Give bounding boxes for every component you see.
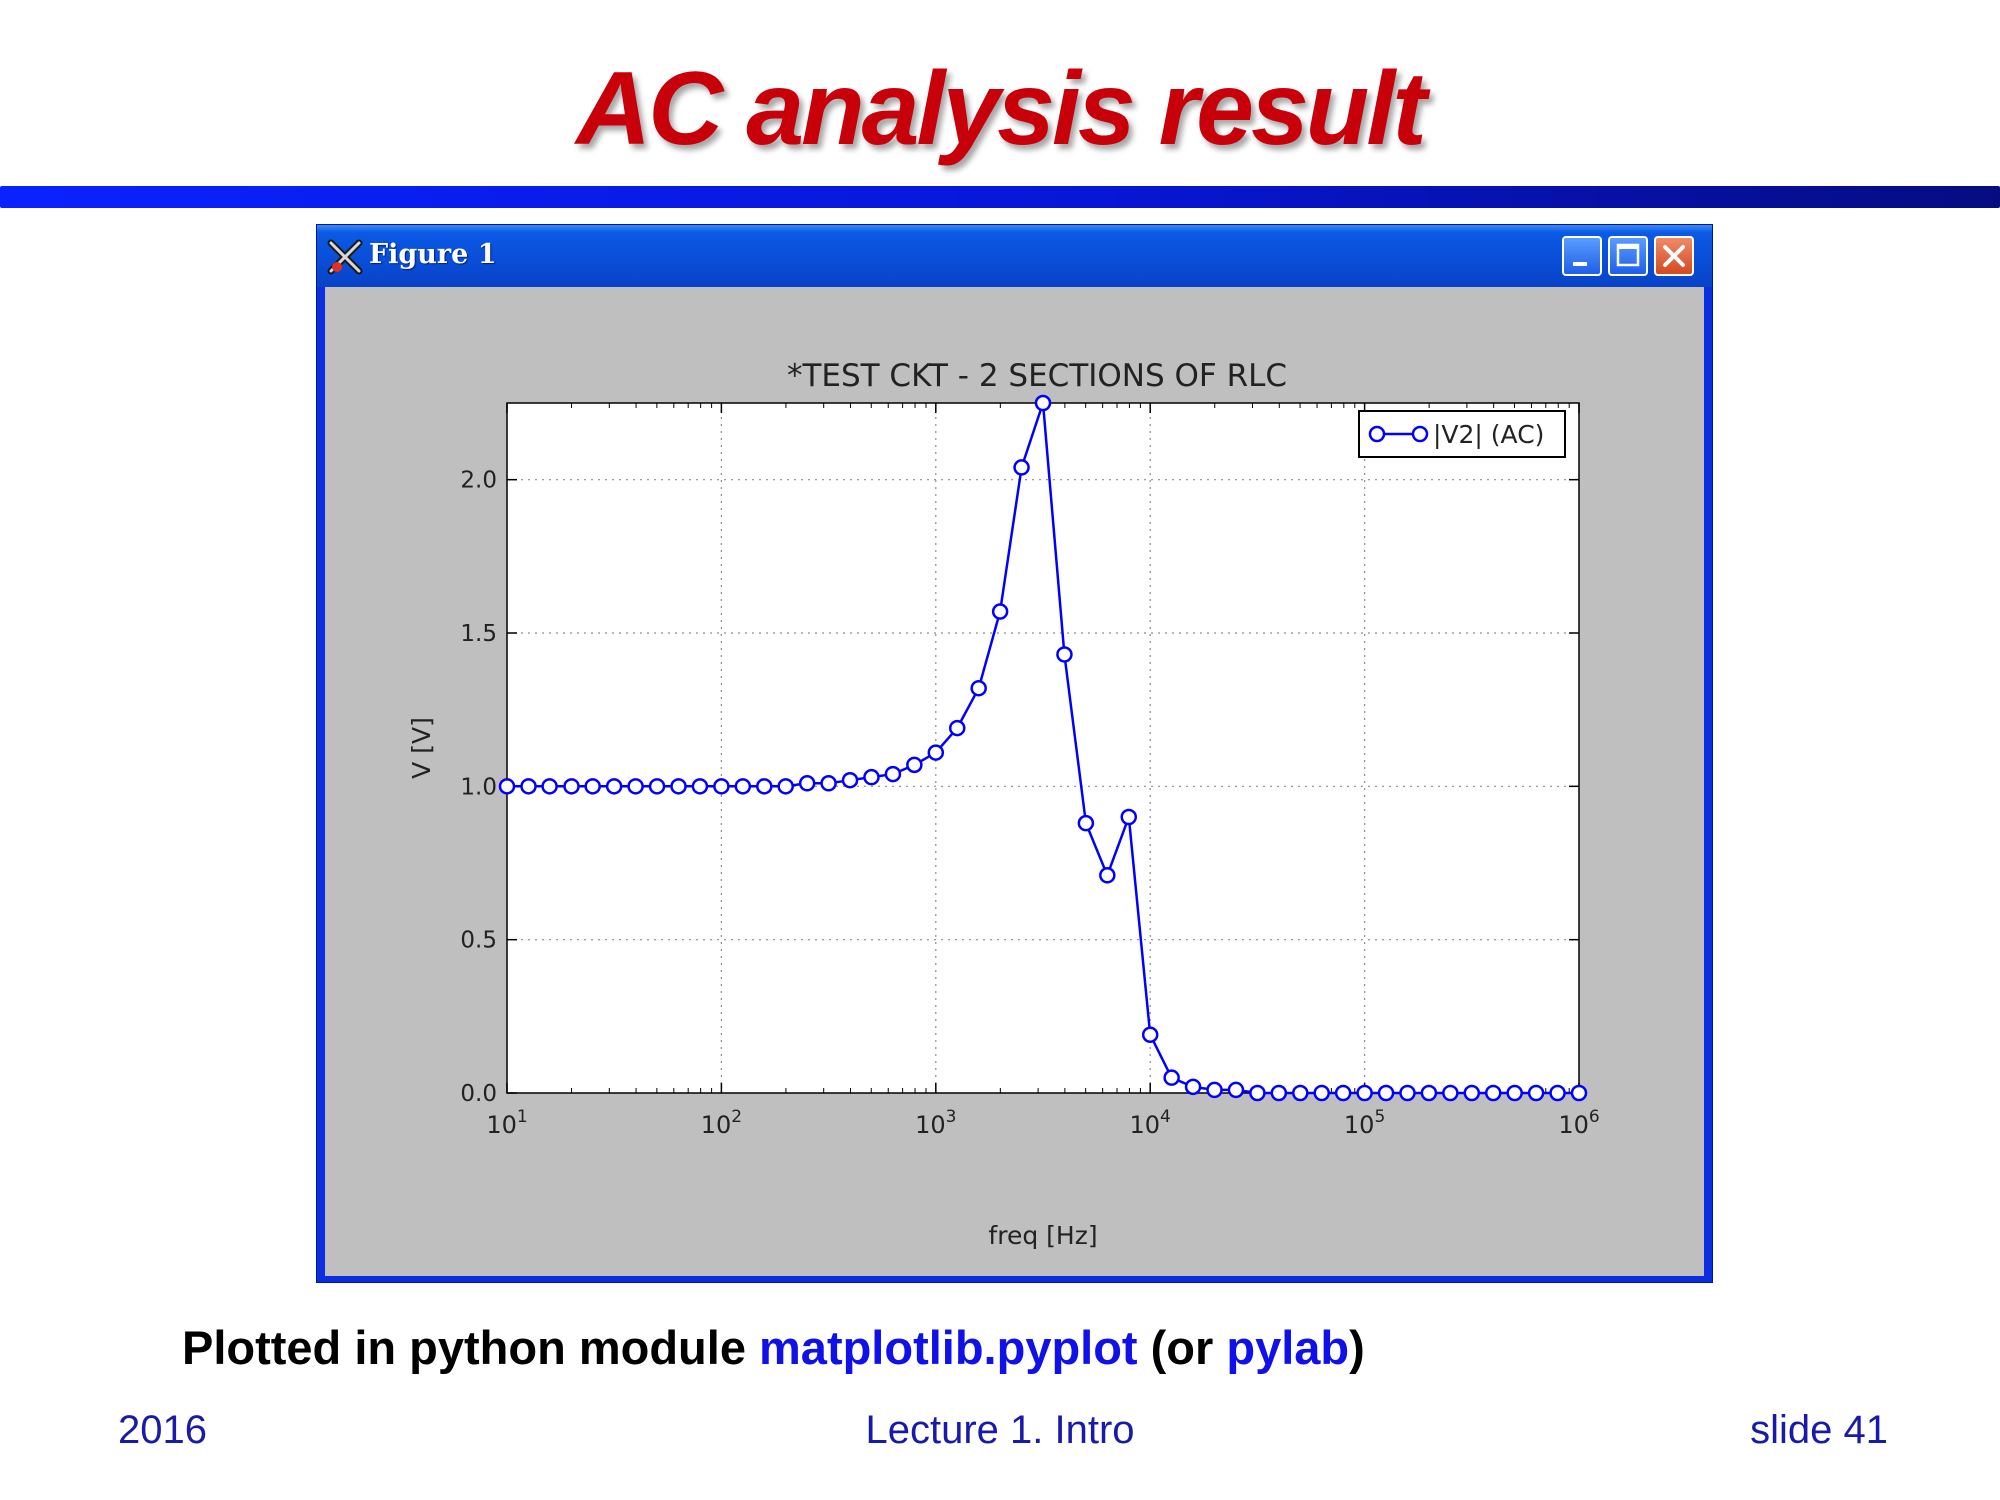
data-point [1077,814,1095,832]
data-point [734,778,752,795]
legend-marker-left [1368,425,1386,443]
y-tick-label: 1.5 [460,621,497,647]
window-title: Figure 1 [369,239,497,270]
x-tick-label: 103 [915,1107,956,1139]
footer-lecture: Lecture 1. Intro [865,1408,1135,1452]
data-point [1527,1084,1545,1102]
data-point [1141,1026,1159,1043]
minimize-icon [1573,262,1587,266]
data-point [627,778,644,795]
minimize-button[interactable] [1562,236,1602,276]
axis-ticks: 101 102 103 104 105 106 0.0 0.5 1.0 1.5 2.0 [460,403,1600,1139]
data-point [1334,1084,1352,1102]
x-axis-label: freq [Hz] [988,1221,1097,1250]
data-point [1463,1084,1481,1102]
data-point [1206,1081,1223,1099]
figure-canvas-area: *TEST CKT - 2 SECTIONS OF RLC 101 102 103 1… [325,287,1704,1276]
data-point [863,768,880,786]
data-point [927,744,945,761]
close-button[interactable] [1654,236,1694,276]
data-point [1570,1084,1588,1102]
y-tick-label: 1.0 [460,774,497,800]
x-tick-label: 101 [486,1107,527,1139]
data-point [1120,808,1138,826]
maximize-icon [1616,243,1640,267]
figure-window: Figure 1 *TEST CKT - 2 SECTIONS OF RLC 1… [316,224,1713,1283]
x-tick-label: 104 [1130,1107,1171,1139]
title-divider [0,186,2000,208]
y-tick-label: 0.0 [460,1081,497,1107]
plot-area [506,402,1580,1094]
series-layer [498,394,1588,1102]
data-point [841,771,859,789]
x-tick-label: 105 [1344,1107,1385,1139]
data-point [884,765,902,783]
data-point [1099,867,1116,884]
data-point [970,679,987,697]
data-point [584,778,601,795]
data-point [1484,1084,1502,1102]
data-point [1442,1084,1459,1102]
y-axis-label: V [V] [407,717,436,779]
data-point [520,778,537,795]
data-point [1356,1084,1373,1102]
data-point [670,778,687,795]
maximize-button[interactable] [1608,236,1648,276]
chart: *TEST CKT - 2 SECTIONS OF RLC 101 102 103 1… [407,358,1600,1250]
data-point [777,778,794,795]
y-tick-label: 2.0 [460,468,497,494]
x-tick-label: 102 [701,1107,742,1139]
data-point [820,775,837,792]
caption-prefix: Plotted in python module [182,1321,760,1374]
legend-label: |V2| (AC) [1433,420,1544,449]
caption-module: matplotlib.pyplot [759,1321,1138,1374]
data-point [1549,1084,1566,1102]
data-point [1184,1078,1202,1096]
chart-title: *TEST CKT - 2 SECTIONS OF RLC [787,358,1287,394]
data-point [648,778,666,795]
data-point [1420,1084,1438,1102]
data-point [906,756,923,774]
caption-alt-module: pylab [1226,1321,1350,1374]
slide-title: AC analysis result [576,51,1427,167]
data-point [948,719,966,737]
data-point [1506,1084,1523,1102]
data-point [1163,1069,1180,1086]
data-point [1227,1081,1245,1099]
data-point [605,778,623,795]
data-point [498,778,516,795]
footer-slide-number: slide 41 [1750,1408,1888,1452]
window-titlebar[interactable]: Figure 1 [317,225,1712,287]
x11-app-icon [327,239,363,275]
footer-year: 2016 [118,1408,207,1452]
data-point [1034,394,1052,412]
data-point [1056,646,1073,663]
data-point [563,778,580,795]
data-point [1292,1084,1309,1102]
close-icon [1663,245,1685,267]
data-point [1013,459,1030,476]
caption-suffix: ) [1349,1321,1365,1374]
data-point [1377,1084,1395,1102]
data-point [691,778,709,795]
x-tick-label: 106 [1558,1107,1599,1139]
data-point [1270,1084,1288,1102]
data-point [756,778,773,795]
data-point [1249,1084,1266,1102]
data-point [541,778,558,795]
legend-marker-right [1411,425,1429,443]
data-point [798,775,816,792]
caption-middle: (or [1137,1321,1227,1374]
slide-caption: Plotted in python module matplotlib.pypl… [182,1320,1365,1375]
legend: |V2| (AC) [1358,410,1566,458]
data-point [991,603,1009,620]
y-tick-label: 0.5 [460,928,497,954]
data-point [1313,1084,1330,1102]
data-point [713,778,730,795]
data-point [1399,1084,1416,1102]
